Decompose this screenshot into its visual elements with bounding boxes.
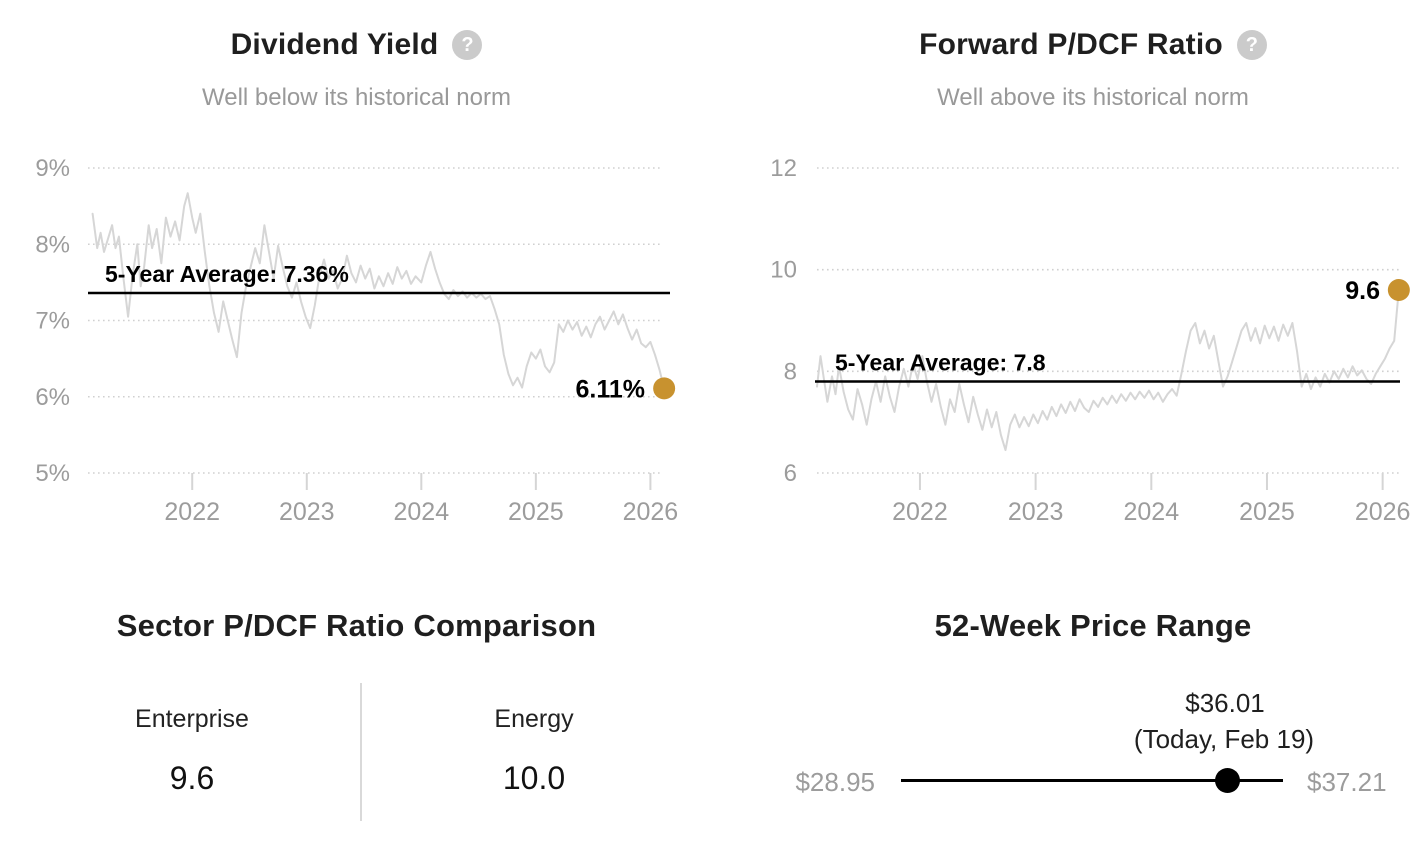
svg-text:2023: 2023 <box>1008 498 1064 526</box>
price-range-title: 52-Week Price Range <box>934 608 1252 643</box>
svg-text:5-Year Average: 7.36%: 5-Year Average: 7.36% <box>105 261 349 287</box>
svg-text:8: 8 <box>784 358 797 385</box>
svg-text:2022: 2022 <box>892 498 948 526</box>
svg-text:6%: 6% <box>35 384 70 411</box>
sector-value: 10.0 <box>502 760 566 796</box>
svg-text:2024: 2024 <box>394 498 450 526</box>
svg-text:2024: 2024 <box>1123 498 1179 526</box>
sector-label: Energy <box>494 705 574 733</box>
dividend-yield-title: Dividend Yield <box>230 28 439 61</box>
pdcf-header: Forward P/DCF Ratio ? <box>760 24 1426 66</box>
svg-text:2025: 2025 <box>508 498 564 526</box>
sector-value: 9.6 <box>169 760 215 796</box>
sector-label: Enterprise <box>135 705 249 733</box>
svg-text:2022: 2022 <box>164 498 220 526</box>
help-icon[interactable]: ? <box>452 30 483 60</box>
price-low-label: $28.95 <box>795 767 875 797</box>
svg-text:2026: 2026 <box>623 498 679 526</box>
svg-text:5%: 5% <box>35 460 70 487</box>
svg-text:2026: 2026 <box>1355 498 1411 526</box>
sector-column-enterprise: Enterprise 9.6 <box>62 705 322 797</box>
svg-text:2023: 2023 <box>279 498 335 526</box>
charts-canvas: 9% 8% 7% 6% 5% 2022 2023 2024 2025 2026 5-Year Ave… <box>35 155 1411 526</box>
svg-text:6.11%: 6.11% <box>575 375 645 403</box>
svg-text:10: 10 <box>770 257 797 284</box>
svg-text:5-Year Average: 7.8: 5-Year Average: 7.8 <box>835 350 1046 376</box>
svg-text:12: 12 <box>770 155 797 182</box>
sector-column-energy: Energy 10.0 <box>404 705 664 797</box>
pdcf-title: Forward P/DCF Ratio <box>919 28 1223 61</box>
svg-text:9.6: 9.6 <box>1345 277 1380 305</box>
price-current-dot <box>1215 768 1240 793</box>
svg-text:8%: 8% <box>35 231 70 258</box>
pdcf-subtitle: Well above its historical norm <box>937 84 1249 111</box>
column-divider <box>360 683 362 821</box>
svg-text:9%: 9% <box>35 155 70 182</box>
help-icon[interactable]: ? <box>1236 30 1267 60</box>
svg-text:7%: 7% <box>35 308 70 335</box>
dividend-yield-header: Dividend Yield ? <box>0 24 713 66</box>
dividend-yield-subtitle: Well below its historical norm <box>202 84 511 111</box>
svg-text:6: 6 <box>784 460 797 487</box>
svg-text:2025: 2025 <box>1239 498 1295 526</box>
price-range-track <box>901 779 1283 782</box>
price-current-label: $36.01 <box>1185 688 1265 718</box>
price-high-label: $37.21 <box>1307 767 1387 797</box>
sector-comparison-title: Sector P/DCF Ratio Comparison <box>116 608 597 643</box>
price-current-date: (Today, Feb 19) <box>1133 724 1315 754</box>
